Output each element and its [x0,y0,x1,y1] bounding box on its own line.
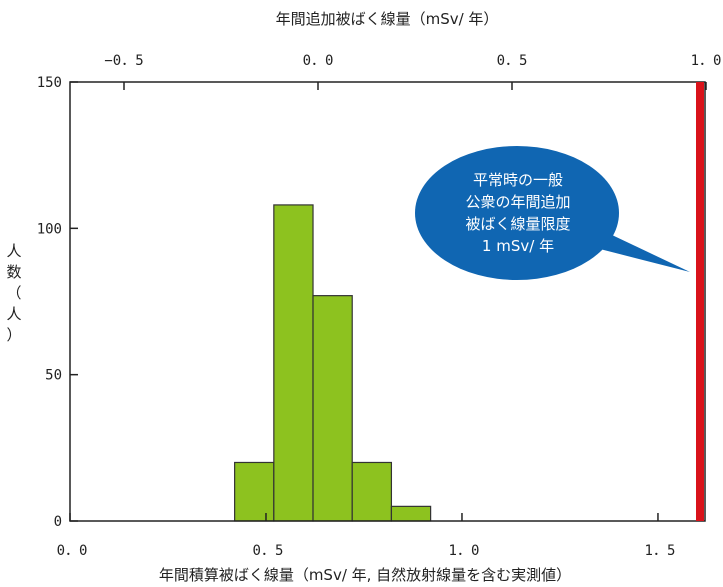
limit-group [696,82,704,521]
plot-frame [69,81,706,522]
bars-group [234,204,432,522]
y-axis-title-char-3: 人 [6,305,21,323]
histogram-bar-3 [351,461,393,522]
top-axis-title: 年間追加被ばく線量（mSv/ 年） [276,10,499,28]
callout-pointer [596,235,690,272]
y-tick-label-1: 50 [45,368,62,384]
x-axis-title: 年間積算被ばく線量（mSv/ 年, 自然放射線量を含む実測値） [159,566,571,584]
top-tick-label-1: 0．0 [303,53,334,69]
histogram-bar-2 [312,295,353,522]
ticks-group: 0 50 100 150 0．0 0．5 1．0 1．5 −0．5 0．0 0．5 1．0 [37,53,722,559]
y-tick-label-2: 100 [37,221,62,237]
x-tick-label-2: 1．0 [449,543,480,559]
callout-line-2: 被ばく線量限度 [465,215,570,233]
y-axis-title-char-0: 人 [6,242,21,260]
top-tick-label-0: −0．5 [104,53,143,69]
x-tick-label-0: 0．0 [57,543,88,559]
x-tick-label-3: 1．5 [645,543,676,559]
x-tick-label-1: 0．5 [253,543,284,559]
histogram-bar-0 [234,461,275,522]
histogram-bar-4 [390,505,432,522]
y-axis-title-char-4: ） [6,326,21,344]
y-axis-title-char-2: （ [6,284,21,302]
callout-line-0: 平常時の一般 [473,171,563,189]
callout-line-3: 1 mSv/ 年 [482,237,554,255]
callout-line-1: 公衆の年間追加 [465,193,570,211]
top-tick-label-2: 0．5 [497,53,528,69]
limit-line [696,82,704,521]
top-tick-label-3: 1．0 [691,53,722,69]
y-axis-title-char-1: 数 [6,263,21,281]
y-axis-title: 人数（人） [6,242,21,344]
y-tick-label-3: 150 [37,75,62,91]
y-tick-label-0: 0 [54,514,62,530]
callout-body [415,146,619,280]
histogram-bar-1 [273,204,314,522]
